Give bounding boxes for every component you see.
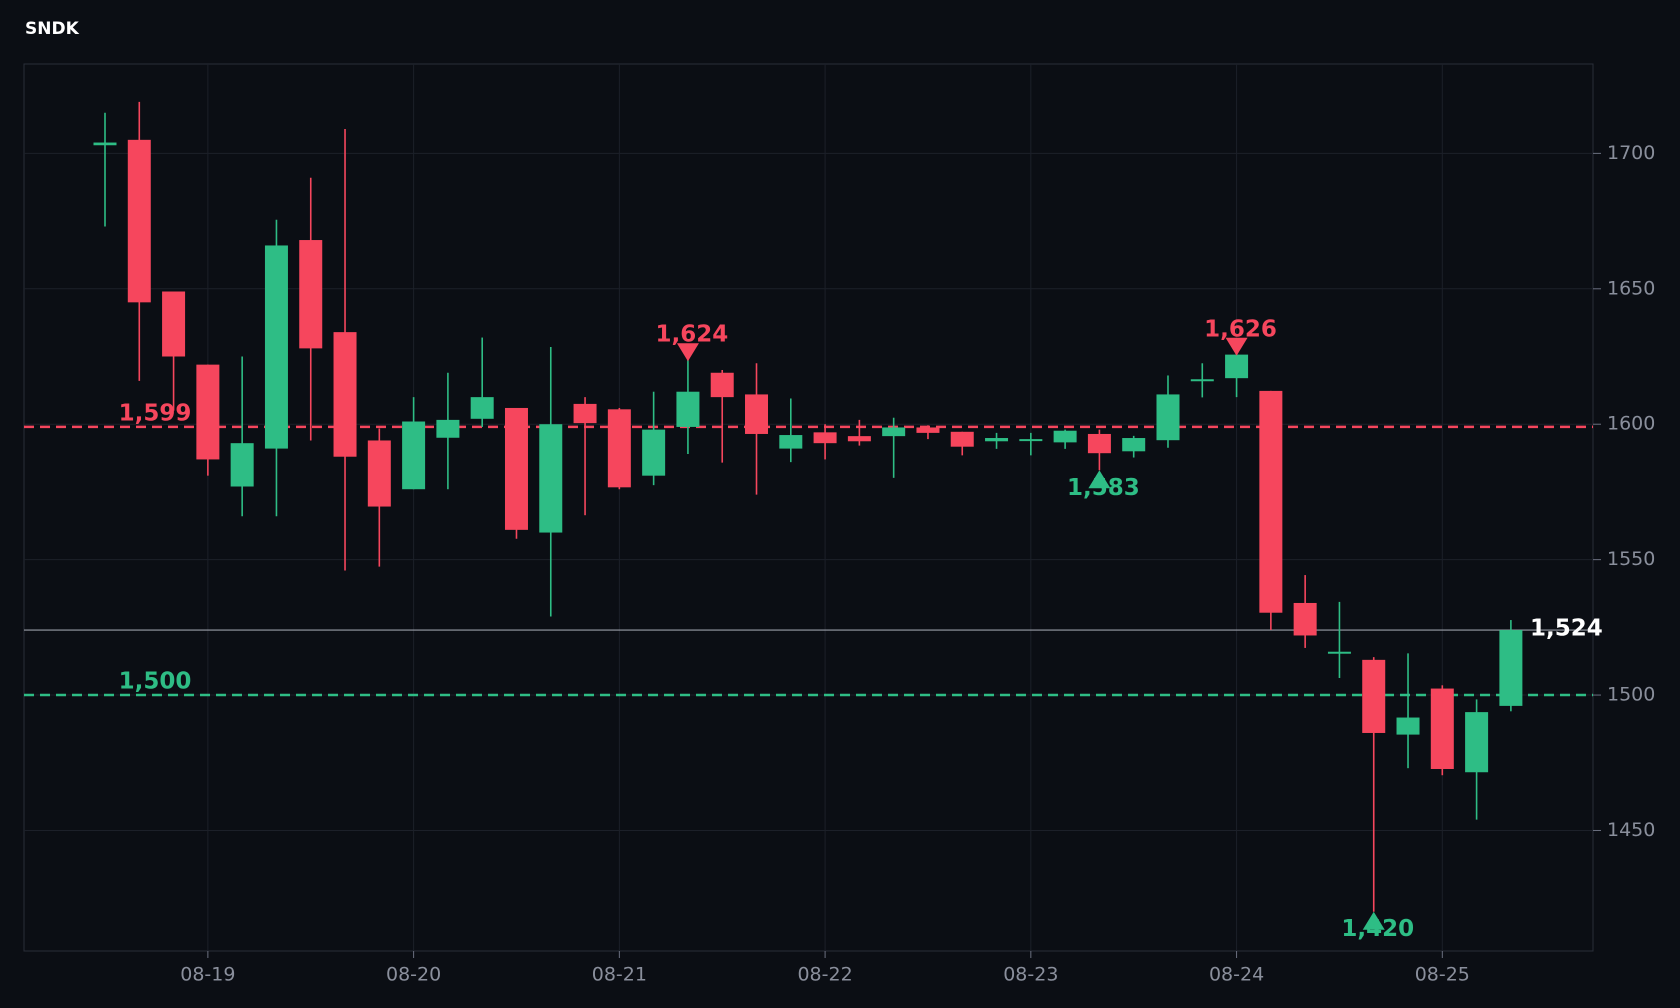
annotation-label: 1,624	[656, 322, 729, 348]
candle-body	[1190, 379, 1214, 382]
candle-body	[1225, 354, 1249, 379]
candle-body	[162, 291, 186, 357]
chart-title: SNDK	[25, 19, 80, 39]
level-label: 1,599	[119, 400, 192, 426]
candle-body	[1327, 651, 1351, 654]
y-tick-label: 1450	[1607, 819, 1655, 841]
candle-body	[196, 364, 220, 460]
candle-body	[573, 403, 597, 424]
annotation-marker	[676, 343, 699, 362]
candle-body	[402, 421, 426, 490]
candle-body	[1156, 394, 1180, 441]
annotation-marker	[1225, 337, 1248, 356]
annotation-label: 1,420	[1341, 916, 1414, 942]
candle-body	[950, 431, 974, 447]
candle-body	[230, 443, 254, 487]
x-tick-label: 08-19	[180, 964, 235, 986]
y-tick-label: 1650	[1607, 277, 1655, 299]
candle-body	[916, 427, 940, 433]
annotation-marker	[1088, 470, 1111, 489]
candle-body	[813, 432, 837, 444]
annotation-label: 1,583	[1067, 475, 1140, 501]
candle-body	[470, 397, 494, 419]
level-label: 1,500	[119, 669, 192, 695]
candle-body	[1465, 712, 1489, 773]
candle-body	[1122, 438, 1146, 452]
candle-body	[367, 440, 391, 507]
candle-body	[607, 409, 631, 488]
y-tick-label: 1500	[1607, 684, 1655, 706]
x-tick-label: 08-25	[1415, 964, 1470, 986]
x-tick-label: 08-20	[386, 964, 441, 986]
candle-body	[642, 429, 666, 476]
x-tick-label: 08-24	[1209, 964, 1264, 986]
candle-body	[93, 142, 117, 146]
candle-body	[745, 394, 769, 434]
candle-body	[1293, 602, 1317, 636]
x-tick-label: 08-23	[1003, 964, 1058, 986]
candle-body	[710, 372, 734, 398]
x-tick-label: 08-21	[592, 964, 647, 986]
candle-body	[882, 427, 906, 437]
candle-body	[847, 436, 871, 442]
candle-body	[1259, 390, 1283, 613]
candle-body	[539, 424, 563, 533]
candle-body	[1053, 430, 1077, 443]
candle-body	[1430, 688, 1454, 769]
candle-body	[1019, 439, 1043, 442]
candle-body	[1396, 717, 1420, 735]
candle-body	[779, 435, 803, 449]
candle-body	[127, 139, 151, 303]
y-tick-label: 1600	[1607, 413, 1655, 435]
y-tick-label: 1550	[1607, 548, 1655, 570]
annotation-marker	[1362, 911, 1385, 930]
candle-body	[985, 438, 1009, 442]
candle-body	[333, 332, 357, 457]
candle-body	[436, 419, 460, 438]
candle-body	[1499, 630, 1523, 706]
annotation-label: 1,626	[1204, 316, 1277, 342]
level-label: 1,524	[1530, 616, 1603, 642]
candle-body	[1087, 433, 1111, 454]
y-tick-label: 1700	[1607, 142, 1655, 164]
x-tick-label: 08-22	[797, 964, 852, 986]
plot-frame	[23, 63, 1594, 952]
candle-body	[264, 245, 288, 449]
candle-body	[676, 391, 700, 427]
candle-body	[299, 240, 323, 349]
candle-body	[1362, 659, 1386, 733]
candle-body	[504, 407, 528, 530]
